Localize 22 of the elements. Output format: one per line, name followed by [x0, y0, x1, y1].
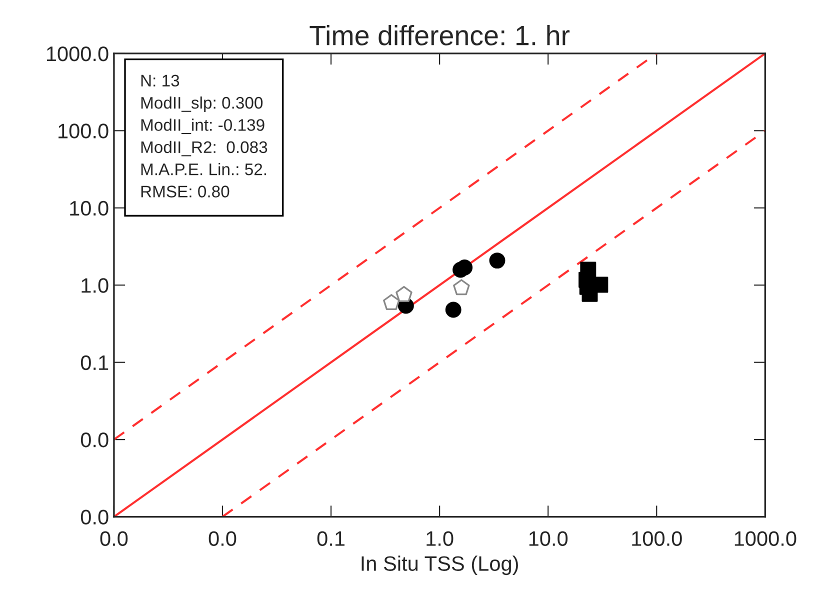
y-tick-label: 100.0	[58, 124, 108, 138]
x-tick-label: 0.1	[317, 531, 344, 546]
x-axis-title: In Situ TSS (Log)	[362, 556, 518, 576]
chart-title: Time difference: 1. hr	[310, 24, 570, 46]
y-tick-label: 0.1	[80, 355, 108, 370]
annotation: N: 13	[141, 74, 180, 87]
x-tick-label: 1000.0	[734, 531, 796, 546]
annotation: ModII_slp: 0.300	[141, 96, 263, 112]
y-tick-label: 0.0	[80, 432, 108, 448]
x-tick-label: 100.0	[632, 531, 682, 546]
annotation: ModII_int: -0.139	[141, 118, 264, 134]
annotation: RMSE: 0.80	[141, 186, 230, 198]
y-tick-label: 0.0	[80, 510, 108, 525]
x-tick-label: 0.0	[208, 531, 236, 546]
x-tick-label: 0.0	[100, 531, 128, 546]
annotation: ModII_R2: 0.083	[141, 140, 268, 156]
x-tick-label: 10.0	[529, 531, 568, 546]
annotation: M.A.P.E. Lin.: 52.	[141, 163, 266, 176]
y-tick-label: 1.0	[82, 278, 108, 293]
y-tick-label: 10.0	[70, 200, 108, 216]
y-tick-label: 1000.0	[46, 46, 108, 62]
x-tick-label: 1.0	[426, 531, 454, 546]
